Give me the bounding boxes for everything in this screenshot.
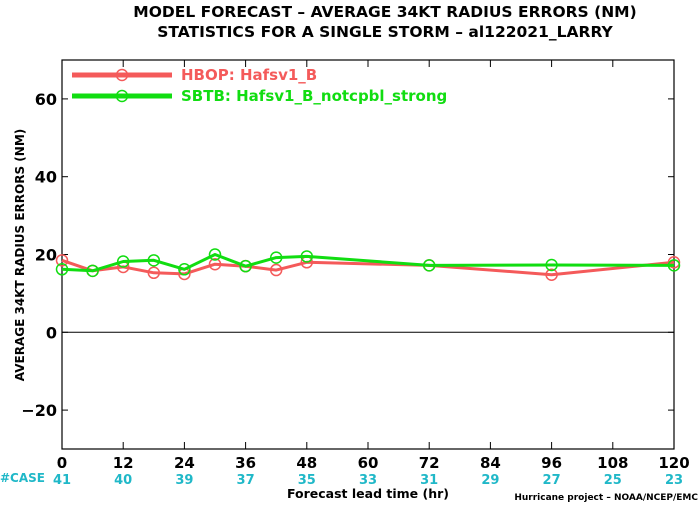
legend: HBOP: Hafsv1_B SBTB: Hafsv1_B_notcpbl_str… — [72, 66, 447, 105]
axes-layer: −20 0 20 40 60 0 12 24 36 48 60 72 84 96 108 120 41 40 39 3… — [21, 60, 690, 488]
chart-subtitle: STATISTICS FOR A SINGLE STORM – al122021… — [157, 23, 613, 41]
x-tick-label: 120 — [658, 454, 689, 472]
series-point-2 — [422, 259, 436, 272]
series-point-2 — [116, 255, 130, 268]
series-point-2 — [208, 248, 222, 261]
case-count: 37 — [237, 473, 255, 488]
x-tick-label: 0 — [57, 454, 67, 472]
legend-marker — [115, 68, 129, 82]
series-point-2 — [667, 259, 681, 272]
case-count: 39 — [175, 473, 193, 488]
case-count: 35 — [298, 473, 316, 488]
credit-text: Hurricane project – NOAA/NCEP/EMC — [514, 493, 698, 503]
case-count: 31 — [420, 473, 438, 488]
x-tick-label: 84 — [480, 454, 501, 472]
x-tick-label: 96 — [541, 454, 562, 472]
x-tick-label: 108 — [597, 454, 628, 472]
case-count: 25 — [604, 473, 622, 488]
chart-title: MODEL FORECAST – AVERAGE 34KT RADIUS ERR… — [133, 3, 636, 21]
series-point-2 — [178, 263, 191, 276]
x-axis-label: Forecast lead time (hr) — [287, 486, 449, 501]
y-tick-label: 20 — [35, 246, 57, 265]
x-tick-label: 60 — [358, 454, 379, 472]
legend-marker — [115, 89, 129, 103]
case-count: 40 — [114, 473, 132, 488]
y-tick-label: 0 — [46, 323, 57, 342]
y-tick-label: 60 — [35, 90, 57, 109]
series-point-2 — [147, 254, 161, 267]
x-tick-label: 36 — [235, 454, 256, 472]
case-count: 27 — [543, 473, 561, 488]
series-point-2 — [269, 251, 283, 264]
series-point-2 — [55, 263, 69, 276]
legend-label: HBOP: Hafsv1_B — [181, 66, 317, 84]
series-point-1 — [667, 256, 681, 269]
series-layer — [55, 248, 681, 281]
series-point-2 — [300, 250, 314, 263]
series-point-1 — [55, 254, 69, 267]
case-count: 33 — [359, 473, 377, 488]
series-point-1 — [269, 263, 283, 277]
y-tick-label: −20 — [21, 401, 57, 420]
case-count: 23 — [665, 473, 683, 488]
case-row-label: #CASE — [0, 471, 45, 485]
x-tick-label: 72 — [419, 454, 440, 472]
x-tick-label: 48 — [296, 454, 317, 472]
legend-label: SBTB: Hafsv1_B_notcpbl_strong — [181, 87, 447, 105]
series-point-1 — [545, 268, 558, 281]
y-axis-label: AVERAGE 34KT RADIUS ERRORS (NM) — [13, 129, 27, 381]
series-point-1 — [208, 257, 222, 271]
case-count: 29 — [481, 473, 499, 488]
x-tick-label: 24 — [174, 454, 195, 472]
series-point-2 — [239, 259, 252, 273]
y-tick-label: 40 — [35, 168, 57, 187]
x-tick-label: 12 — [113, 454, 134, 472]
series-point-2 — [86, 264, 99, 278]
series-point-1 — [147, 266, 161, 280]
case-count: 41 — [53, 473, 71, 488]
series-point-2 — [545, 258, 558, 272]
